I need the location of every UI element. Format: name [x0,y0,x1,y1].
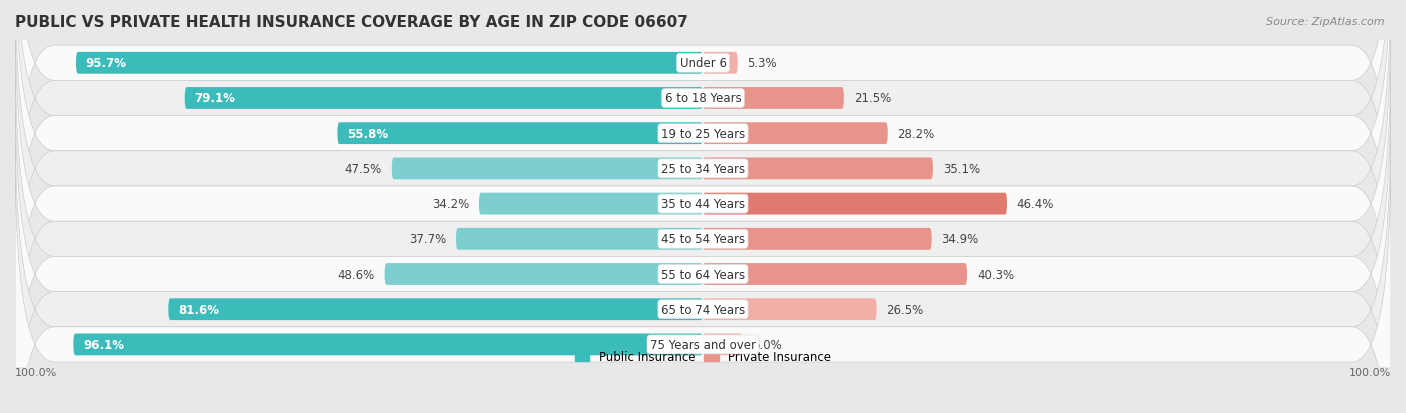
FancyBboxPatch shape [392,158,703,180]
Text: 55.8%: 55.8% [347,127,388,140]
FancyBboxPatch shape [15,116,1391,413]
Text: 46.4%: 46.4% [1017,197,1054,211]
FancyBboxPatch shape [15,0,1391,292]
Text: 48.6%: 48.6% [337,268,375,281]
Text: 35.1%: 35.1% [943,162,980,176]
Text: 34.2%: 34.2% [432,197,470,211]
FancyBboxPatch shape [703,228,932,250]
FancyBboxPatch shape [703,334,742,356]
FancyBboxPatch shape [385,263,703,285]
Text: 6.0%: 6.0% [752,338,782,351]
Text: 96.1%: 96.1% [83,338,124,351]
FancyBboxPatch shape [15,46,1391,413]
Text: 81.6%: 81.6% [179,303,219,316]
Text: 40.3%: 40.3% [977,268,1014,281]
FancyBboxPatch shape [337,123,703,145]
FancyBboxPatch shape [73,334,703,356]
FancyBboxPatch shape [703,158,934,180]
FancyBboxPatch shape [15,11,1391,397]
Text: 47.5%: 47.5% [344,162,382,176]
FancyBboxPatch shape [703,53,738,74]
Text: 95.7%: 95.7% [86,57,127,70]
FancyBboxPatch shape [703,193,1007,215]
FancyBboxPatch shape [169,299,703,320]
Text: 75 Years and over: 75 Years and over [650,338,756,351]
FancyBboxPatch shape [15,152,1391,413]
FancyBboxPatch shape [15,81,1391,413]
Text: 6 to 18 Years: 6 to 18 Years [665,92,741,105]
Text: 28.2%: 28.2% [897,127,935,140]
Text: 5.3%: 5.3% [748,57,778,70]
FancyBboxPatch shape [15,0,1391,327]
Text: 35 to 44 Years: 35 to 44 Years [661,197,745,211]
Text: 100.0%: 100.0% [15,368,58,377]
Text: 21.5%: 21.5% [853,92,891,105]
Text: 34.9%: 34.9% [942,233,979,246]
Legend: Public Insurance, Private Insurance: Public Insurance, Private Insurance [571,346,835,368]
Text: PUBLIC VS PRIVATE HEALTH INSURANCE COVERAGE BY AGE IN ZIP CODE 06607: PUBLIC VS PRIVATE HEALTH INSURANCE COVER… [15,15,688,30]
Text: Under 6: Under 6 [679,57,727,70]
FancyBboxPatch shape [703,263,967,285]
FancyBboxPatch shape [15,0,1391,362]
Text: 55 to 64 Years: 55 to 64 Years [661,268,745,281]
FancyBboxPatch shape [703,123,887,145]
FancyBboxPatch shape [15,0,1391,257]
Text: 26.5%: 26.5% [886,303,924,316]
Text: 65 to 74 Years: 65 to 74 Years [661,303,745,316]
Text: 19 to 25 Years: 19 to 25 Years [661,127,745,140]
FancyBboxPatch shape [479,193,703,215]
Text: 25 to 34 Years: 25 to 34 Years [661,162,745,176]
Text: 37.7%: 37.7% [409,233,446,246]
FancyBboxPatch shape [456,228,703,250]
FancyBboxPatch shape [76,53,703,74]
Text: 79.1%: 79.1% [194,92,235,105]
Text: 100.0%: 100.0% [1348,368,1391,377]
Text: Source: ZipAtlas.com: Source: ZipAtlas.com [1267,17,1385,26]
FancyBboxPatch shape [703,88,844,109]
FancyBboxPatch shape [703,299,876,320]
Text: 45 to 54 Years: 45 to 54 Years [661,233,745,246]
FancyBboxPatch shape [184,88,703,109]
